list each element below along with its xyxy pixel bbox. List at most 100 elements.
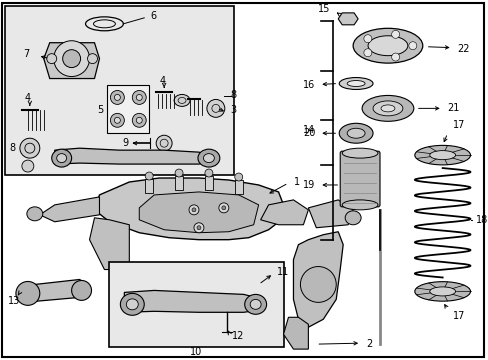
Ellipse shape bbox=[352, 28, 422, 63]
Text: 4: 4 bbox=[25, 94, 31, 103]
Circle shape bbox=[219, 203, 228, 213]
Polygon shape bbox=[260, 200, 308, 225]
Circle shape bbox=[300, 266, 336, 302]
Text: 17: 17 bbox=[452, 311, 464, 321]
Circle shape bbox=[54, 41, 89, 77]
Circle shape bbox=[206, 99, 224, 117]
Text: 1: 1 bbox=[293, 177, 299, 187]
Text: 7: 7 bbox=[23, 49, 30, 59]
Bar bbox=[204, 176, 212, 190]
Ellipse shape bbox=[27, 207, 42, 221]
Circle shape bbox=[132, 113, 146, 127]
Bar bbox=[234, 180, 242, 194]
Bar bbox=[145, 179, 153, 193]
Circle shape bbox=[16, 282, 40, 305]
Text: 10: 10 bbox=[189, 347, 202, 357]
Text: 22: 22 bbox=[457, 44, 469, 54]
Ellipse shape bbox=[126, 299, 138, 310]
Text: 15: 15 bbox=[317, 4, 329, 14]
Ellipse shape bbox=[57, 154, 66, 163]
Circle shape bbox=[62, 50, 81, 68]
Bar bbox=[109, 262, 283, 347]
Circle shape bbox=[110, 113, 124, 127]
Ellipse shape bbox=[429, 150, 455, 159]
Polygon shape bbox=[308, 200, 352, 228]
Ellipse shape bbox=[414, 145, 469, 165]
Ellipse shape bbox=[342, 200, 377, 210]
Ellipse shape bbox=[361, 95, 413, 121]
Circle shape bbox=[156, 135, 172, 151]
Polygon shape bbox=[94, 178, 283, 240]
Polygon shape bbox=[139, 192, 258, 233]
Text: 21: 21 bbox=[447, 103, 459, 113]
Ellipse shape bbox=[346, 81, 365, 86]
Text: 12: 12 bbox=[231, 331, 244, 341]
Circle shape bbox=[20, 138, 40, 158]
Circle shape bbox=[132, 90, 146, 104]
Text: 8: 8 bbox=[10, 143, 16, 153]
Text: 11: 11 bbox=[276, 266, 288, 276]
Circle shape bbox=[189, 205, 199, 215]
Circle shape bbox=[136, 94, 142, 100]
Text: 13: 13 bbox=[8, 296, 20, 306]
Ellipse shape bbox=[372, 101, 402, 116]
Circle shape bbox=[408, 42, 416, 50]
Ellipse shape bbox=[174, 94, 190, 107]
Ellipse shape bbox=[250, 300, 261, 309]
Polygon shape bbox=[283, 317, 308, 349]
Ellipse shape bbox=[120, 293, 144, 315]
Text: 18: 18 bbox=[474, 215, 487, 225]
Text: 16: 16 bbox=[303, 80, 315, 90]
Circle shape bbox=[391, 30, 399, 38]
Circle shape bbox=[110, 90, 124, 104]
Text: 2: 2 bbox=[366, 339, 371, 349]
Circle shape bbox=[136, 117, 142, 123]
Circle shape bbox=[22, 160, 34, 172]
Circle shape bbox=[114, 117, 120, 123]
Ellipse shape bbox=[346, 128, 365, 138]
Polygon shape bbox=[22, 279, 87, 301]
Text: 20: 20 bbox=[303, 128, 315, 138]
Ellipse shape bbox=[414, 282, 469, 301]
Circle shape bbox=[47, 54, 57, 64]
Text: 17: 17 bbox=[452, 120, 464, 130]
Ellipse shape bbox=[342, 148, 377, 158]
Ellipse shape bbox=[339, 77, 372, 90]
Circle shape bbox=[175, 169, 183, 177]
Polygon shape bbox=[55, 148, 219, 164]
Ellipse shape bbox=[52, 149, 71, 167]
Circle shape bbox=[197, 226, 201, 230]
Text: 9: 9 bbox=[122, 138, 128, 148]
Circle shape bbox=[363, 49, 371, 57]
Ellipse shape bbox=[339, 123, 372, 143]
Circle shape bbox=[192, 208, 196, 212]
Ellipse shape bbox=[203, 154, 214, 163]
Circle shape bbox=[87, 54, 97, 64]
Text: 6: 6 bbox=[150, 11, 156, 21]
Ellipse shape bbox=[198, 149, 220, 167]
Circle shape bbox=[114, 94, 120, 100]
Bar bbox=[107, 85, 149, 133]
Polygon shape bbox=[338, 13, 357, 25]
Circle shape bbox=[71, 280, 91, 300]
Ellipse shape bbox=[380, 105, 394, 112]
Polygon shape bbox=[124, 291, 263, 312]
Text: 14: 14 bbox=[303, 125, 315, 135]
Text: 8: 8 bbox=[230, 90, 236, 100]
Polygon shape bbox=[40, 197, 99, 222]
FancyBboxPatch shape bbox=[340, 151, 379, 207]
Circle shape bbox=[234, 173, 242, 181]
Text: 5: 5 bbox=[97, 105, 103, 115]
Ellipse shape bbox=[345, 211, 360, 225]
Text: 3: 3 bbox=[230, 105, 236, 115]
Polygon shape bbox=[44, 43, 99, 78]
Circle shape bbox=[363, 35, 371, 43]
Ellipse shape bbox=[367, 36, 407, 56]
Text: 4: 4 bbox=[159, 76, 165, 86]
Circle shape bbox=[145, 172, 153, 180]
Ellipse shape bbox=[429, 287, 455, 296]
Ellipse shape bbox=[244, 294, 266, 314]
Polygon shape bbox=[293, 232, 343, 327]
Circle shape bbox=[391, 53, 399, 61]
Text: 19: 19 bbox=[303, 180, 315, 190]
